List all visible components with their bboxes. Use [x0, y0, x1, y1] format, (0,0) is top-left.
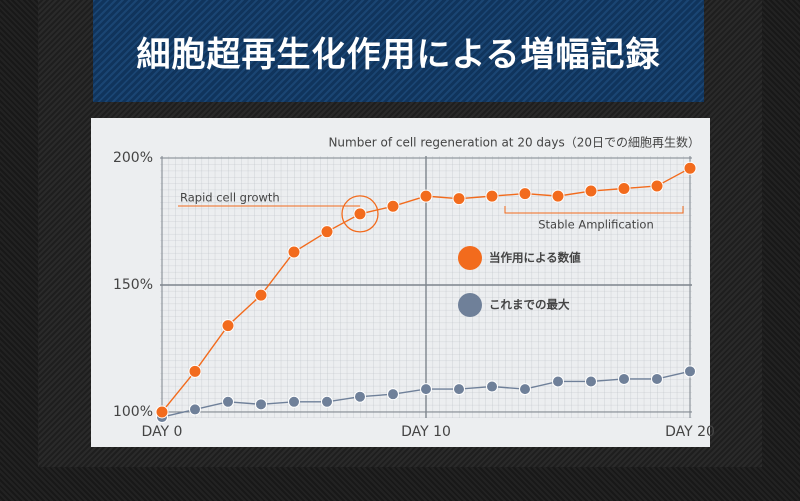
legend-swatch	[458, 293, 482, 317]
legend-label: これまでの最大	[489, 298, 570, 312]
data-point	[650, 179, 664, 193]
data-point	[155, 405, 169, 419]
data-point	[485, 189, 499, 203]
data-point	[618, 372, 630, 385]
data-point	[386, 199, 400, 213]
data-point	[354, 390, 366, 403]
data-point	[353, 207, 367, 221]
data-point	[518, 187, 532, 201]
y-tick-label: 100%	[113, 404, 153, 420]
x-tick-label: DAY 0	[142, 424, 183, 440]
x-tick-label: DAY 10	[401, 424, 451, 440]
annotation-circle	[341, 195, 379, 233]
data-point	[221, 319, 235, 333]
data-point	[188, 364, 202, 378]
data-point	[419, 189, 433, 203]
data-point	[585, 375, 597, 388]
data-point	[617, 182, 631, 196]
data-point	[387, 388, 399, 401]
subtitle: Number of cell regeneration at 20 days（2…	[328, 135, 700, 150]
legend-swatch	[458, 246, 482, 270]
data-point	[684, 365, 696, 378]
x-tick-label: DAY 20	[665, 424, 715, 440]
annotation: Rapid cell growth	[180, 191, 280, 205]
data-point	[420, 383, 432, 396]
y-tick-label: 150%	[113, 277, 153, 293]
annotation: Stable Amplification	[538, 218, 653, 232]
data-point	[683, 161, 697, 175]
data-point	[486, 380, 498, 393]
data-point	[552, 375, 564, 388]
data-point	[321, 395, 333, 408]
data-point	[519, 383, 531, 396]
data-point	[584, 184, 598, 198]
data-point	[254, 288, 268, 302]
data-point	[255, 398, 267, 411]
data-point	[452, 192, 466, 206]
data-point	[320, 225, 334, 239]
data-point	[189, 403, 201, 416]
y-tick-label: 200%	[113, 150, 153, 166]
data-point	[288, 395, 300, 408]
data-point	[651, 372, 663, 385]
data-point	[453, 383, 465, 396]
data-point	[287, 245, 301, 259]
chart-title: 細胞超再生化作用による増幅記録	[93, 0, 704, 102]
legend-label: 当作用による数値	[489, 251, 581, 265]
data-point	[551, 189, 565, 203]
data-point	[222, 395, 234, 408]
annotation-bracket	[504, 206, 684, 214]
